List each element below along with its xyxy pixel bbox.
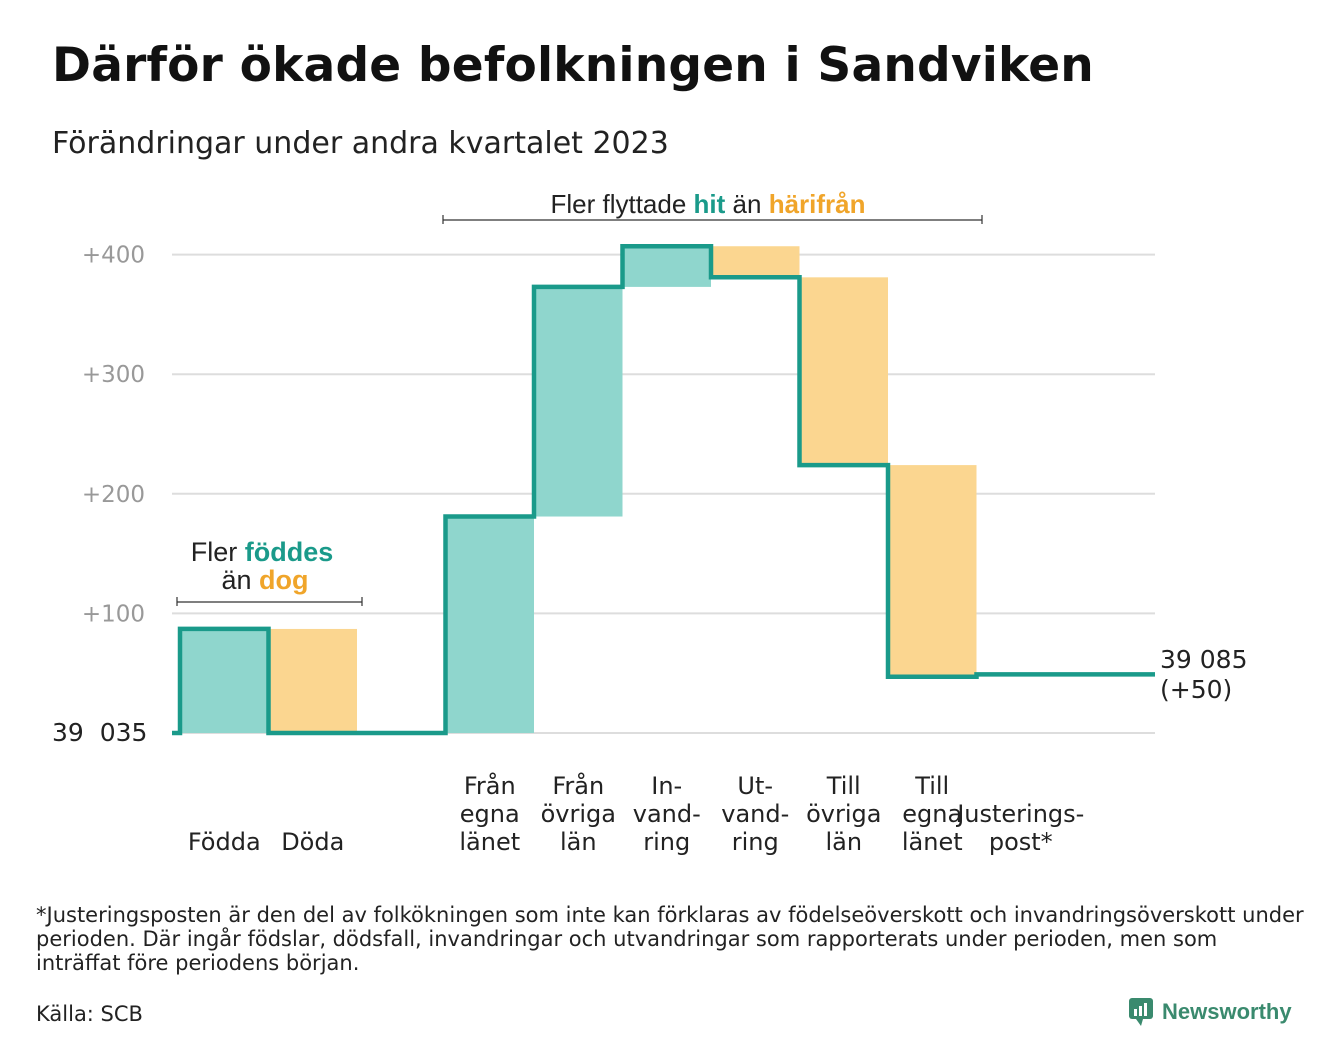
chart-title: Därför ökade befolkningen i Sandviken <box>52 38 1094 93</box>
cumulative-line <box>172 243 1155 736</box>
y-tick-label: +300 <box>82 362 145 388</box>
newsworthy-icon <box>1129 998 1153 1026</box>
category-label: övriga <box>541 800 616 828</box>
footnote: *Justeringsposten är den del av folkökni… <box>36 903 1304 975</box>
chart-subtitle: Förändringar under andra kvartalet 2023 <box>52 126 669 161</box>
births-annotation: än dog <box>221 565 308 595</box>
category-label: ring <box>732 828 779 856</box>
births-annotation: Fler föddes <box>191 537 334 567</box>
category-label: Till <box>826 772 861 800</box>
category-label: Från <box>552 771 604 800</box>
category-label: Till <box>914 772 949 800</box>
end-value-label: 39 085 <box>1160 645 1247 674</box>
category-label: Döda <box>281 828 344 856</box>
bar <box>622 246 711 287</box>
end-value-label: (+50) <box>1160 675 1232 704</box>
bars <box>180 246 977 733</box>
bar <box>711 246 800 278</box>
category-label: egna <box>902 800 962 828</box>
migration-annotation: Fler flyttade hit än härifrån <box>550 189 865 219</box>
bar <box>888 465 977 677</box>
category-label: länet <box>459 828 520 856</box>
brand-logo: Newsworthy <box>1128 997 1292 1027</box>
category-label: Ut- <box>737 772 773 800</box>
category-label: Från <box>464 771 516 800</box>
start-value-label: 39 035 <box>52 718 147 747</box>
category-label: ring <box>643 828 690 856</box>
bar <box>268 628 357 733</box>
category-label: post* <box>989 828 1053 856</box>
y-tick-label: +100 <box>82 601 145 627</box>
step-line <box>172 243 1155 736</box>
bar <box>180 628 269 733</box>
bar <box>445 516 534 733</box>
y-tick-label: +200 <box>82 482 145 508</box>
category-label: län <box>560 828 597 856</box>
bar <box>799 277 888 466</box>
category-label: vand- <box>721 800 789 828</box>
category-label: Födda <box>188 828 261 856</box>
category-label: vand- <box>633 800 701 828</box>
category-label: övriga <box>806 800 881 828</box>
category-label: länet <box>902 828 963 856</box>
waterfall-chart: +400+300+200+100 Födda DödaFrånegnalänetF… <box>52 189 1247 856</box>
category-label: län <box>825 828 862 856</box>
source-label: Källa: SCB <box>36 1002 143 1026</box>
category-label: egna <box>460 800 520 828</box>
labels: Födda DödaFrånegnalänetFrånövrigalänIn-va… <box>52 645 1247 856</box>
brand-name: Newsworthy <box>1162 999 1292 1024</box>
category-label: In- <box>651 772 682 800</box>
category-label: Justerings- <box>955 800 1084 828</box>
y-tick-label: +400 <box>82 243 145 269</box>
bar <box>534 286 623 517</box>
